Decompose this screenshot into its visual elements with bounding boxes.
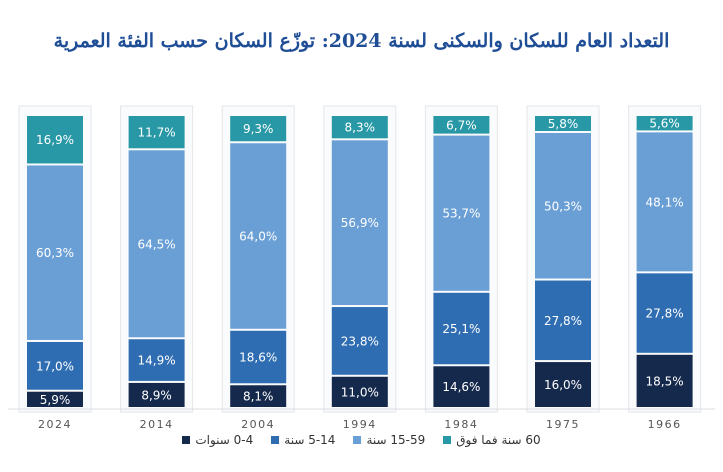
bar-segment-1966-1 xyxy=(636,273,693,353)
bar-segment-1994-1 xyxy=(331,307,388,375)
bar-segment-2004-3 xyxy=(230,116,287,142)
data-label: 48,1% xyxy=(646,195,684,209)
data-label: 18,5% xyxy=(646,374,684,388)
x-tick-label: 2004 xyxy=(241,418,275,430)
bar-segment-2024-2 xyxy=(27,165,83,340)
data-label: 56,9% xyxy=(341,216,379,230)
bar-segment-1984-0 xyxy=(433,366,490,407)
data-label: 53,7% xyxy=(442,207,480,221)
data-label: 27,8% xyxy=(544,314,582,328)
bar-segment-2024-3 xyxy=(27,116,83,164)
data-label: 14,6% xyxy=(442,380,480,394)
legend-swatch xyxy=(182,436,191,444)
bar-segment-1984-3 xyxy=(433,116,490,134)
bar-segment-2014-0 xyxy=(128,382,185,407)
data-label: 11,7% xyxy=(138,126,176,140)
x-tick-label: 1984 xyxy=(444,418,478,430)
data-label: 11,0% xyxy=(341,385,379,399)
bar-segment-1975-2 xyxy=(535,133,591,279)
stacked-bar-chart: 5,9% 17,0% 60,3% 16,9% 2024 8,9% 14,9% 64,5% 11,… xyxy=(8,105,715,430)
bar-segment-1994-3 xyxy=(331,116,388,139)
legend-swatch xyxy=(443,436,452,444)
data-label: 6,7% xyxy=(446,118,477,132)
bar-segment-2004-0 xyxy=(230,385,287,407)
bar-segment-2024-0 xyxy=(27,391,83,407)
bar-segment-1984-2 xyxy=(433,135,490,291)
legend-swatch xyxy=(271,436,280,444)
x-tick-label: 1966 xyxy=(648,418,682,430)
legend-item: 60 سنة فما فوق xyxy=(443,433,541,447)
legend-swatch xyxy=(353,436,362,444)
data-label: 8,3% xyxy=(345,121,376,135)
bar-segment-1975-3 xyxy=(535,116,591,132)
bar-segment-1975-1 xyxy=(535,280,591,361)
bar-segment-2014-2 xyxy=(128,150,185,338)
data-label: 5,9% xyxy=(40,393,71,407)
data-label: 23,8% xyxy=(341,334,379,348)
data-label: 9,3% xyxy=(243,122,274,136)
data-label: 5,8% xyxy=(548,117,579,131)
legend-item: 15-59 سنة xyxy=(353,433,425,447)
legend-item: 5-14 سنة xyxy=(271,433,335,447)
data-label: 16,0% xyxy=(544,378,582,392)
bar-segment-2004-1 xyxy=(230,330,287,384)
x-tick-label: 2024 xyxy=(38,418,72,430)
legend-label: 60 سنة فما فوق xyxy=(456,433,541,447)
legend-label: 0-4 سنوات xyxy=(195,433,254,447)
data-label: 27,8% xyxy=(646,307,684,321)
x-tick-label: 2014 xyxy=(140,418,174,430)
data-label: 8,9% xyxy=(141,388,172,402)
legend-label: 15-59 سنة xyxy=(366,433,426,447)
x-tick-label: 1994 xyxy=(343,418,377,430)
bar-segment-1994-2 xyxy=(331,140,388,306)
legend: 0-4 سنوات 5-14 سنة 15-59 سنة 60 سنة فما فوق xyxy=(0,433,723,447)
legend-item: 0-4 سنوات xyxy=(182,433,253,447)
bar-segment-2004-2 xyxy=(230,143,287,329)
data-label: 25,1% xyxy=(442,322,480,336)
bar-segment-1994-0 xyxy=(331,376,388,407)
bar-segment-1984-1 xyxy=(433,292,490,365)
data-label: 60,3% xyxy=(36,246,74,260)
bar-segment-2014-3 xyxy=(128,116,185,149)
bar-segment-2014-1 xyxy=(128,339,185,381)
data-label: 18,6% xyxy=(239,351,277,365)
data-label: 14,9% xyxy=(138,354,176,368)
bar-segment-1966-3 xyxy=(636,116,693,131)
chart-title: التعداد العام للسكان والسكنى لسنة 2024: … xyxy=(53,30,670,52)
bar-segment-1966-2 xyxy=(636,132,693,272)
data-label: 5,6% xyxy=(649,117,680,131)
bar-segment-1966-0 xyxy=(636,354,693,407)
x-tick-label: 1975 xyxy=(546,418,580,430)
data-label: 64,5% xyxy=(138,237,176,251)
data-label: 64,0% xyxy=(239,230,277,244)
legend-label: 5-14 سنة xyxy=(284,433,336,447)
data-label: 50,3% xyxy=(544,199,582,213)
bar-segment-1975-0 xyxy=(535,362,591,407)
data-label: 16,9% xyxy=(36,133,74,147)
data-label: 17,0% xyxy=(36,359,74,373)
data-label: 8,1% xyxy=(243,390,274,404)
bar-segment-2024-1 xyxy=(27,341,83,390)
